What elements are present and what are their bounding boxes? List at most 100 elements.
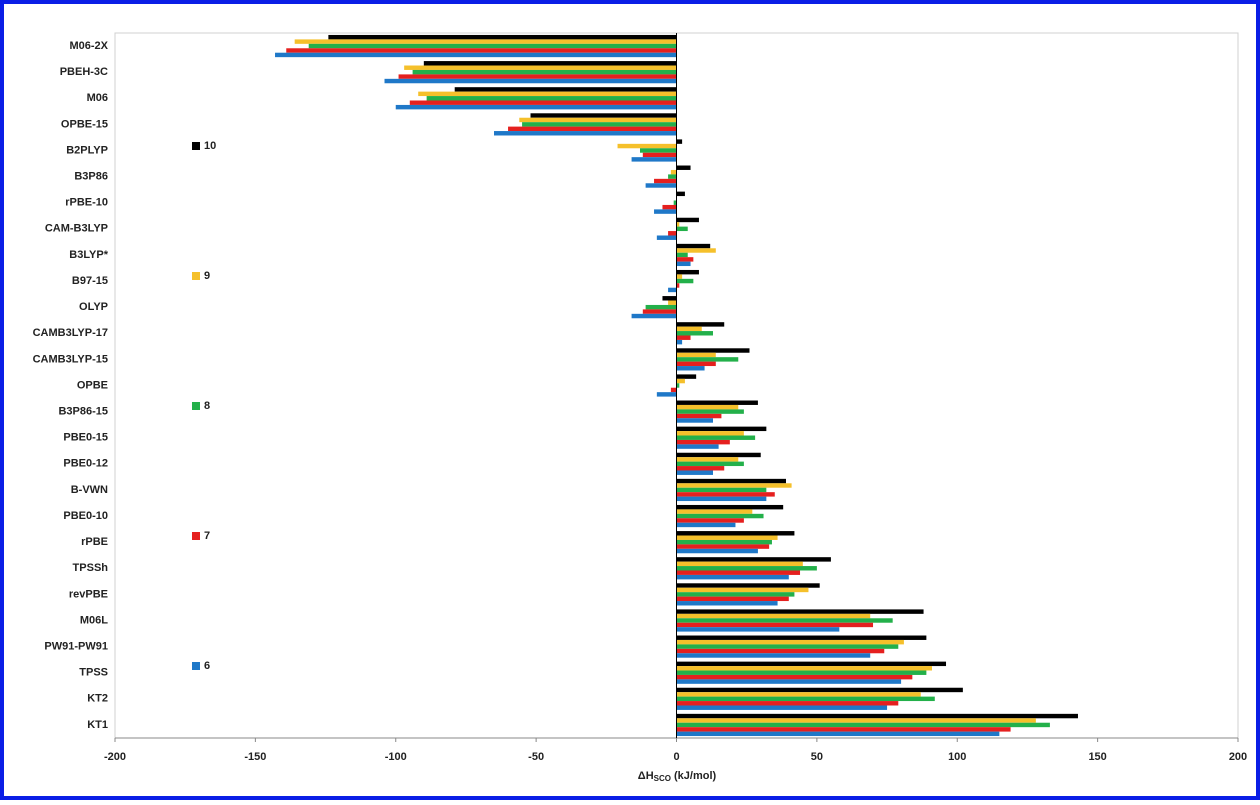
legend-label: 7 [204, 530, 210, 542]
bar [671, 170, 677, 174]
bar [677, 662, 947, 666]
bar [677, 497, 767, 501]
bar [677, 566, 817, 570]
bar [654, 179, 676, 183]
bar [522, 122, 676, 126]
bar [385, 79, 677, 83]
bar [677, 627, 840, 631]
y-tick-label: OPBE-15 [61, 118, 108, 130]
bar [418, 92, 676, 96]
page: {"chart_data": {"type": "hbar", "x_label… [0, 0, 1260, 805]
bar [677, 523, 736, 527]
y-tick-label: M06L [80, 614, 108, 626]
legend-swatch [192, 142, 200, 150]
bar [668, 174, 676, 178]
y-tick-label: B2PLYP [66, 144, 108, 156]
bar [677, 227, 688, 231]
bar [677, 248, 716, 252]
bar [677, 374, 697, 378]
bar [677, 444, 719, 448]
bar [677, 679, 902, 683]
bar [657, 235, 677, 239]
bar [677, 379, 685, 383]
bar [677, 348, 750, 352]
bar [396, 105, 677, 109]
legend-label: 8 [204, 400, 210, 412]
bar [677, 601, 778, 605]
bar [399, 74, 677, 78]
bar [662, 205, 676, 209]
legend-swatch [192, 272, 200, 280]
bar [677, 518, 744, 522]
x-label-sub: SCO [654, 774, 671, 783]
bar [677, 335, 691, 339]
y-tick-label: KT1 [87, 719, 108, 731]
bar [677, 549, 758, 553]
bar [677, 544, 770, 548]
y-tick-label: CAMB3LYP-15 [33, 353, 108, 365]
bar [668, 288, 676, 292]
bar [677, 366, 705, 370]
bar [677, 327, 702, 331]
bar [677, 618, 893, 622]
bar [677, 701, 899, 705]
bar [677, 322, 725, 326]
bar [677, 192, 685, 196]
bar [677, 362, 716, 366]
bar [640, 148, 676, 152]
chart: ΔHSCO(kJ/mol) -200-150-100-5005010015020… [0, 0, 1260, 800]
y-tick-label: M06-2X [69, 40, 108, 52]
y-tick-label: M06 [87, 92, 108, 104]
bar [677, 453, 761, 457]
bar [677, 644, 899, 648]
bar [677, 279, 694, 283]
bar [677, 575, 789, 579]
bar [671, 388, 677, 392]
x-axis-label: ΔHSCO(kJ/mol) [638, 770, 717, 783]
bar [677, 414, 722, 418]
bar [677, 479, 786, 483]
bar [677, 666, 932, 670]
bar [677, 139, 683, 143]
bar [295, 39, 677, 43]
y-tick-label: B3P86 [74, 171, 108, 183]
bar [677, 431, 744, 435]
bar [677, 270, 699, 274]
x-tick-label: -200 [104, 751, 126, 763]
y-tick-label: PBEH-3C [60, 66, 108, 78]
bar [677, 697, 935, 701]
bar [427, 96, 677, 100]
y-tick-label: revPBE [69, 588, 108, 600]
bar [643, 153, 677, 157]
bar [677, 727, 1011, 731]
bar [677, 732, 1000, 736]
bar [286, 48, 676, 52]
bar [668, 231, 676, 235]
bar [677, 592, 795, 596]
bar [643, 309, 677, 313]
bar [654, 209, 676, 213]
bar [677, 583, 820, 587]
y-tick-label: OLYP [79, 301, 108, 313]
bar [677, 353, 716, 357]
bar [677, 418, 713, 422]
bar [677, 540, 772, 544]
bar [677, 688, 963, 692]
bar [677, 531, 795, 535]
bar [677, 405, 739, 409]
bar [677, 705, 888, 709]
bar [677, 623, 874, 627]
legend-swatch [192, 532, 200, 540]
bar [424, 61, 677, 65]
bar [677, 557, 831, 561]
bar [677, 597, 789, 601]
y-tick-label: PW91-PW91 [44, 641, 108, 653]
bar [668, 301, 676, 305]
bar [677, 401, 758, 405]
bar [410, 100, 677, 104]
legend-label: 10 [204, 140, 216, 152]
legend-swatch [192, 662, 200, 670]
bar [677, 457, 739, 461]
y-tick-label: PBE0-15 [63, 432, 108, 444]
bar [519, 118, 676, 122]
